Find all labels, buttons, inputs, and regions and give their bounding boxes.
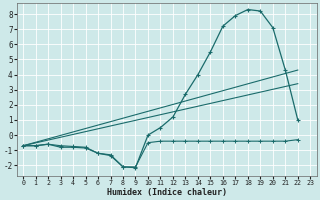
X-axis label: Humidex (Indice chaleur): Humidex (Indice chaleur) [107, 188, 227, 197]
